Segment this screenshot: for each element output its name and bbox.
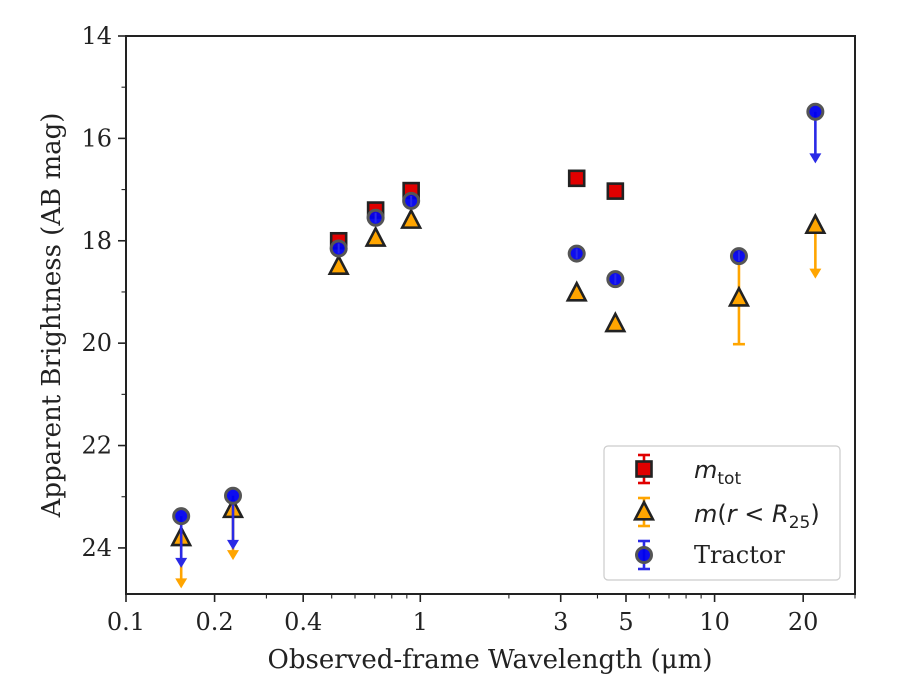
point-mr25 bbox=[804, 212, 827, 235]
x-tick-label: 0.4 bbox=[284, 608, 322, 636]
x-axis-label: Observed-frame Wavelength (μm) bbox=[268, 645, 713, 675]
y-axis-label: Apparent Brightness (AB mag) bbox=[37, 113, 67, 519]
x-axis: 0.1 0.2 0.4 1 3 5 10 20 bbox=[107, 594, 856, 636]
upper-limit-arrow bbox=[175, 557, 188, 568]
x-tick-label: 1 bbox=[413, 608, 428, 636]
series-tractor bbox=[172, 102, 825, 568]
y-tick-label: 22 bbox=[81, 432, 112, 460]
y-tick-label: 16 bbox=[81, 124, 112, 152]
legend-box bbox=[603, 445, 841, 581]
point-tractor bbox=[172, 507, 191, 526]
y-axis: 14 16 18 20 22 24 bbox=[81, 22, 126, 562]
y-tick-label: 18 bbox=[81, 227, 112, 255]
data-marks bbox=[170, 102, 827, 589]
y-tick-label: 14 bbox=[81, 22, 112, 50]
y-tick-label: 20 bbox=[81, 329, 112, 357]
upper-limit-arrow bbox=[227, 539, 240, 550]
x-tick-label: 3 bbox=[553, 608, 568, 636]
x-tick-label: 20 bbox=[788, 608, 819, 636]
x-tick-label: 0.1 bbox=[107, 608, 145, 636]
point-tractor bbox=[806, 102, 825, 121]
legend-marker-mtot bbox=[635, 460, 653, 478]
legend-marker-tractor bbox=[635, 546, 653, 564]
point-mr25 bbox=[727, 285, 751, 307]
legend: mtot m(r < R25) Tractor bbox=[603, 445, 841, 581]
upper-limit-arrow bbox=[809, 153, 822, 164]
legend-entry-mr25: m(r < R25) bbox=[694, 500, 820, 533]
plot-frame bbox=[125, 35, 856, 595]
legend-entry-tractor: Tractor bbox=[694, 541, 785, 569]
x-tick-label: 0.2 bbox=[196, 608, 234, 636]
legend-entry-mtot: mtot bbox=[694, 456, 741, 489]
upper-limit-arrow bbox=[175, 578, 188, 589]
upper-limit-arrow bbox=[809, 268, 822, 279]
point-tractor bbox=[224, 486, 243, 505]
x-tick-label: 5 bbox=[618, 608, 633, 636]
y-tick-label: 24 bbox=[81, 534, 112, 562]
legend-markers bbox=[632, 453, 656, 571]
upper-limit-arrow bbox=[227, 550, 240, 561]
x-tick-label: 10 bbox=[699, 608, 730, 636]
legend-marker-mr25 bbox=[632, 499, 656, 521]
